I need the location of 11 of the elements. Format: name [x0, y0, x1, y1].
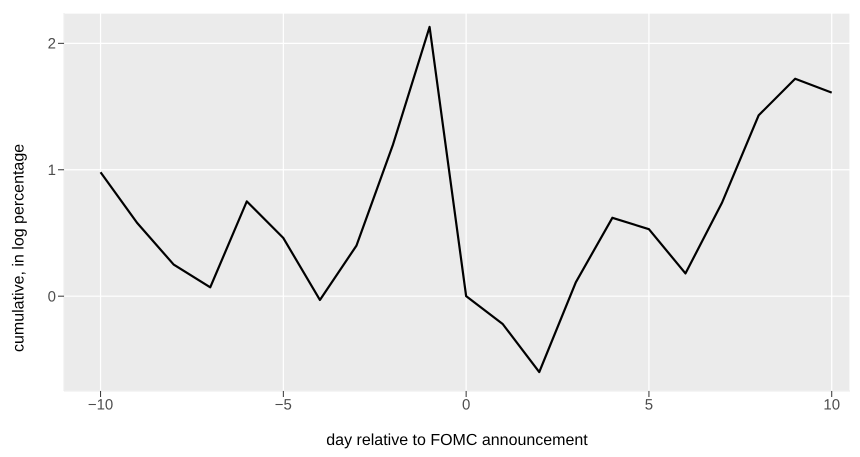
x-tick-label: 10 — [823, 396, 840, 414]
y-tick-label: 2 — [48, 36, 56, 53]
y-tick-label: 1 — [48, 162, 56, 180]
x-axis-title: day relative to FOMC announcement — [326, 432, 588, 449]
x-tick-label: −10 — [88, 396, 114, 414]
line-series — [99, 26, 833, 374]
x-tick-label: 0 — [462, 396, 470, 414]
x-tick-label: −5 — [274, 396, 292, 414]
y-axis-title: cumulative, in log percentage — [10, 144, 28, 352]
y-tick-label: 0 — [48, 288, 56, 306]
x-tick-label: 5 — [644, 396, 654, 414]
